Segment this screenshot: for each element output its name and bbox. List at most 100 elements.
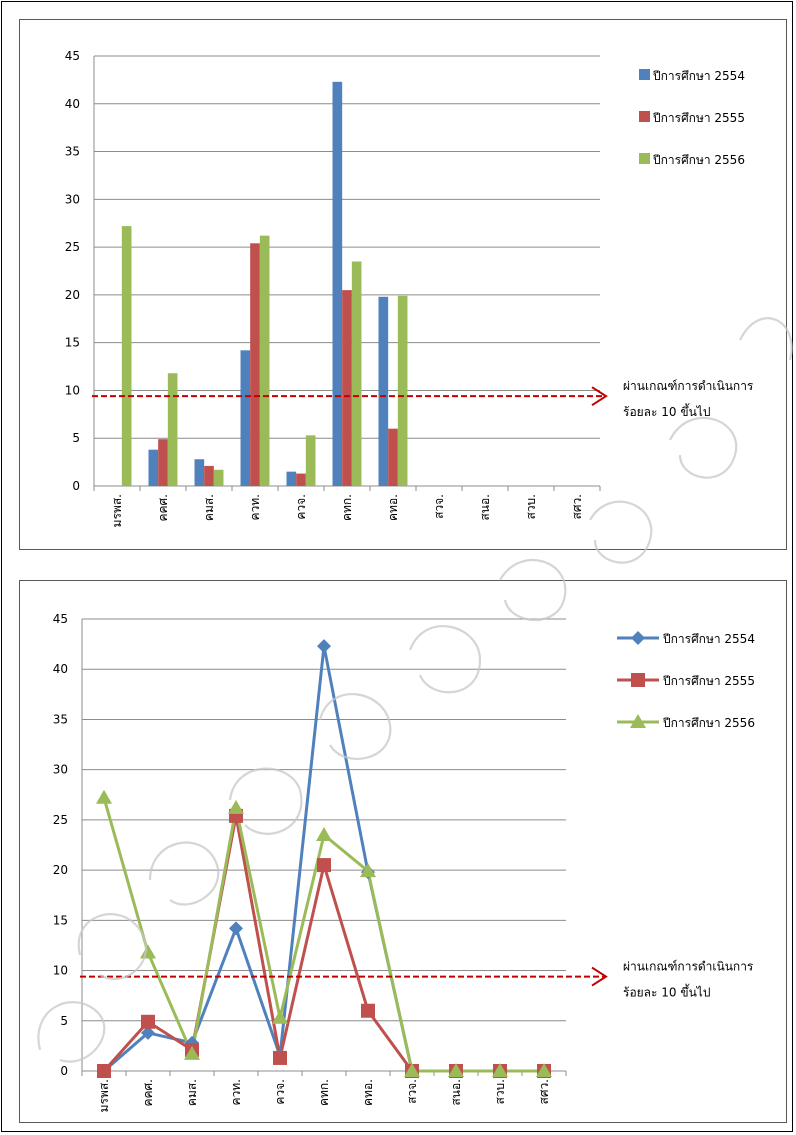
legend-label: ปีการศึกษา 2555 bbox=[662, 674, 755, 688]
y-tick-label: 10 bbox=[53, 964, 68, 978]
x-tick-label: ควท. bbox=[248, 494, 262, 521]
y-tick-label: 20 bbox=[65, 288, 80, 302]
x-tick-label: คคศ. bbox=[141, 1079, 155, 1107]
x-tick-label: คทก. bbox=[317, 1079, 331, 1106]
y-tick-label: 10 bbox=[65, 383, 80, 397]
bar-1 bbox=[378, 296, 389, 486]
bar-1 bbox=[286, 471, 297, 486]
y-tick-label: 40 bbox=[65, 97, 80, 111]
legend-label: ปีการศึกษา 2554 bbox=[662, 632, 755, 646]
x-tick-label: สวบ. bbox=[524, 494, 538, 520]
bar-2 bbox=[296, 473, 306, 486]
x-tick-label: คมส. bbox=[202, 494, 216, 521]
marker-3 bbox=[492, 1063, 508, 1077]
marker-3 bbox=[536, 1063, 552, 1077]
marker-3 bbox=[96, 789, 112, 804]
bar-3 bbox=[397, 295, 408, 486]
y-tick-label: 45 bbox=[53, 612, 68, 626]
bar-chart-panel: 0 5 10 15 20 25 30 35 40 45 มรพส. คคศ. คมส. ควท. ควจ. ค… bbox=[19, 19, 787, 550]
y-tick-label: 30 bbox=[65, 192, 80, 206]
bar-2 bbox=[158, 439, 168, 486]
x-tick-label: ควท. bbox=[229, 1079, 243, 1106]
marker-3 bbox=[316, 826, 332, 841]
legend-swatch bbox=[639, 111, 650, 122]
y-tick-label: 5 bbox=[60, 1014, 68, 1028]
series-line-2 bbox=[102, 815, 544, 1073]
marker-2 bbox=[317, 858, 331, 873]
marker-3 bbox=[140, 944, 156, 959]
y-tick-label: 0 bbox=[60, 1064, 68, 1078]
line-chart-panel: 0 5 10 15 20 25 30 35 40 45 มรพส. คคศ. คมส. ควท. ควจ. ค… bbox=[19, 580, 787, 1123]
legend-label: ปีการศึกษา 2556 bbox=[652, 153, 745, 167]
bar-3 bbox=[121, 226, 132, 487]
bar-3 bbox=[305, 435, 316, 486]
marker-3 bbox=[404, 1063, 420, 1077]
threshold-arrow bbox=[591, 966, 608, 987]
marker-2 bbox=[141, 1014, 155, 1029]
threshold-arrow bbox=[591, 386, 608, 407]
legend-label: ปีการศึกษา 2556 bbox=[662, 716, 755, 730]
threshold-label: ร้อยละ 10 ขึ้นไป bbox=[623, 984, 710, 1000]
legend-label: ปีการศึกษา 2554 bbox=[652, 69, 745, 83]
y-tick-label: 0 bbox=[72, 479, 80, 493]
marker-3 bbox=[360, 863, 376, 878]
bar-1 bbox=[194, 459, 205, 486]
y-tick-label: 25 bbox=[53, 813, 68, 827]
bar-1 bbox=[148, 449, 159, 486]
y-tick-label: 20 bbox=[53, 863, 68, 877]
x-tick-label: สวบ. bbox=[493, 1079, 507, 1105]
legend-label: ปีการศึกษา 2555 bbox=[652, 111, 745, 125]
threshold-label: ผ่านเกณฑ์การดำเนินการ bbox=[623, 960, 754, 974]
marker-1 bbox=[229, 921, 243, 936]
y-tick-label: 15 bbox=[53, 913, 68, 927]
marker-3 bbox=[272, 1009, 288, 1024]
bar-2 bbox=[342, 290, 352, 486]
marker-3 bbox=[184, 1045, 200, 1060]
y-tick-label: 15 bbox=[65, 336, 80, 350]
threshold-label: ร้อยละ 10 ขึ้นไป bbox=[623, 403, 710, 419]
x-tick-label: ควจ. bbox=[273, 1079, 287, 1105]
x-tick-label: สนอ. bbox=[449, 1079, 463, 1106]
bar-3 bbox=[213, 469, 224, 486]
x-tick-label: สศว. bbox=[570, 494, 584, 520]
marker-2 bbox=[273, 1050, 287, 1065]
bar-2 bbox=[388, 428, 398, 486]
y-tick-label: 35 bbox=[65, 145, 80, 159]
legend-marker bbox=[630, 714, 646, 728]
marker-1 bbox=[141, 1025, 155, 1040]
y-tick-label: 5 bbox=[72, 431, 80, 445]
marker-2 bbox=[361, 1003, 375, 1018]
bar-1 bbox=[332, 81, 343, 487]
x-tick-label: ควจ. bbox=[294, 494, 308, 520]
x-tick-label: คทก. bbox=[340, 494, 354, 521]
bar-1 bbox=[240, 350, 251, 486]
bar-2 bbox=[204, 465, 214, 486]
bar-2 bbox=[250, 243, 260, 486]
legend-marker bbox=[631, 673, 645, 687]
bar-3 bbox=[259, 235, 270, 486]
legend-swatch bbox=[639, 69, 650, 80]
x-tick-label: สนอ. bbox=[478, 494, 492, 521]
y-tick-label: 45 bbox=[65, 49, 80, 63]
y-tick-label: 35 bbox=[53, 712, 68, 726]
bar-3 bbox=[351, 261, 362, 486]
marker-2 bbox=[97, 1064, 111, 1078]
x-tick-label: คคศ. bbox=[156, 494, 170, 522]
threshold-label: ผ่านเกณฑ์การดำเนินการ bbox=[623, 379, 754, 393]
x-tick-label: สวจ. bbox=[432, 494, 446, 519]
marker-1 bbox=[317, 639, 331, 654]
bar-3 bbox=[167, 373, 178, 486]
x-tick-label: สศว. bbox=[537, 1079, 551, 1105]
x-tick-label: สวจ. bbox=[405, 1079, 419, 1104]
marker-3 bbox=[228, 799, 244, 814]
y-tick-label: 25 bbox=[65, 240, 80, 254]
y-tick-label: 30 bbox=[53, 763, 68, 777]
line-chart: 0 5 10 15 20 25 30 35 40 45 มรพส. คคศ. คมส. ควท. ควจ. ค… bbox=[53, 612, 755, 1112]
legend-marker bbox=[631, 631, 645, 645]
x-tick-label: คทอ. bbox=[361, 1079, 375, 1106]
x-tick-label: มรพส. bbox=[97, 1079, 111, 1112]
x-tick-label: คทอ. bbox=[386, 494, 400, 521]
marker-3 bbox=[448, 1063, 464, 1077]
legend-swatch bbox=[639, 153, 650, 164]
